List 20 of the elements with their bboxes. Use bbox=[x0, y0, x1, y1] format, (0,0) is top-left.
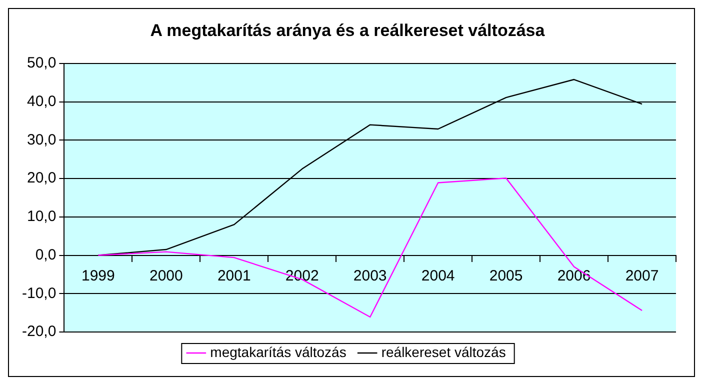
y-tick-label: 10,0 bbox=[26, 208, 56, 226]
x-tick-label: 1999 bbox=[81, 267, 115, 284]
y-tick-label: 40,0 bbox=[26, 92, 56, 110]
x-tick-label: 2005 bbox=[489, 267, 523, 284]
y-tick-label: 50,0 bbox=[26, 54, 56, 72]
x-tick-label: 2007 bbox=[625, 267, 659, 284]
x-tick-label: 2000 bbox=[149, 267, 183, 284]
chart-title: A megtakarítás aránya és a reálkereset változása bbox=[150, 20, 546, 40]
x-tick-label: 2001 bbox=[217, 267, 251, 284]
x-tick-label: 2002 bbox=[285, 267, 319, 284]
legend-label: megtakarítás változás bbox=[210, 344, 346, 360]
legend-label: reálkereset változás bbox=[381, 344, 506, 360]
x-tick-label: 2006 bbox=[557, 267, 591, 284]
y-tick-label: 0,0 bbox=[35, 246, 56, 264]
y-tick-label: -10,0 bbox=[22, 284, 56, 302]
x-tick-label: 2004 bbox=[421, 267, 455, 284]
y-tick-label: 20,0 bbox=[26, 170, 56, 187]
y-tick-label: -20,0 bbox=[22, 323, 56, 340]
y-tick-label: 30,0 bbox=[26, 131, 56, 148]
x-tick-label: 2003 bbox=[353, 267, 387, 284]
